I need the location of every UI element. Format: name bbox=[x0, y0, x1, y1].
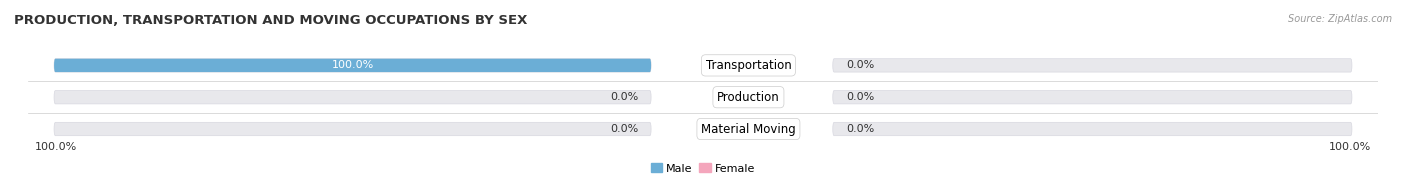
FancyBboxPatch shape bbox=[53, 91, 651, 104]
Text: 0.0%: 0.0% bbox=[846, 124, 875, 134]
Text: 100.0%: 100.0% bbox=[35, 142, 77, 152]
Text: 0.0%: 0.0% bbox=[846, 92, 875, 102]
Text: PRODUCTION, TRANSPORTATION AND MOVING OCCUPATIONS BY SEX: PRODUCTION, TRANSPORTATION AND MOVING OC… bbox=[14, 14, 527, 27]
FancyBboxPatch shape bbox=[832, 91, 1353, 104]
FancyBboxPatch shape bbox=[53, 122, 651, 136]
Text: Material Moving: Material Moving bbox=[702, 122, 796, 135]
FancyBboxPatch shape bbox=[53, 59, 651, 72]
FancyBboxPatch shape bbox=[832, 59, 1353, 72]
FancyBboxPatch shape bbox=[832, 122, 1353, 136]
Text: 0.0%: 0.0% bbox=[610, 124, 638, 134]
Text: 0.0%: 0.0% bbox=[610, 92, 638, 102]
Text: 100.0%: 100.0% bbox=[332, 60, 374, 70]
FancyBboxPatch shape bbox=[53, 59, 651, 72]
Text: 0.0%: 0.0% bbox=[846, 60, 875, 70]
Text: 100.0%: 100.0% bbox=[1329, 142, 1371, 152]
Text: Production: Production bbox=[717, 91, 780, 104]
Text: Transportation: Transportation bbox=[706, 59, 792, 72]
Legend: Male, Female: Male, Female bbox=[647, 159, 759, 178]
Text: Source: ZipAtlas.com: Source: ZipAtlas.com bbox=[1288, 14, 1392, 24]
